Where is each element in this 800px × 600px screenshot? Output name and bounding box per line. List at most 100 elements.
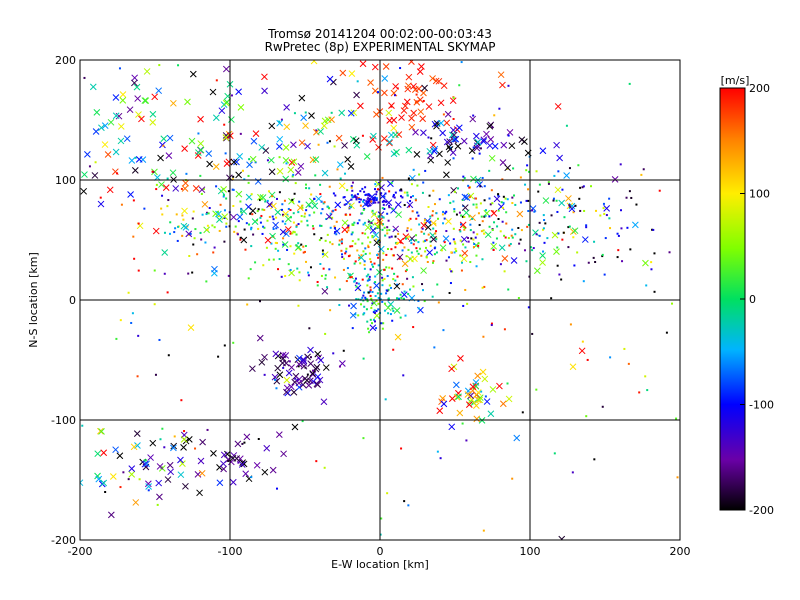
data-point-dot: [497, 209, 500, 212]
data-point-dot: [422, 181, 425, 184]
data-point-dot: [266, 159, 269, 162]
data-point-dot: [302, 245, 305, 248]
data-point-dot: [257, 438, 260, 441]
data-point-dot: [617, 234, 620, 237]
data-point-x: [101, 141, 109, 148]
data-point-dot: [671, 302, 674, 305]
data-point-x: [290, 158, 298, 166]
data-point-x: [470, 175, 477, 183]
data-point-x: [392, 83, 399, 90]
data-point-dot: [361, 200, 364, 203]
data-point-dot: [381, 284, 384, 287]
data-point-dot: [391, 267, 394, 270]
data-point-dot: [374, 281, 377, 284]
data-point-x: [134, 442, 141, 449]
data-point-x: [420, 129, 427, 137]
data-point-dot: [572, 236, 575, 239]
data-point-dot: [380, 322, 383, 325]
data-point-dot: [366, 284, 369, 287]
data-point-x: [91, 172, 99, 179]
data-point-dot: [605, 214, 608, 217]
chart-subtitle: RwPretec (8p) EXPERIMENTAL SKYMAP: [265, 40, 496, 54]
data-point-x: [445, 218, 452, 225]
data-point-x: [282, 359, 290, 367]
data-point-dot: [569, 205, 572, 208]
data-point-dot: [429, 220, 432, 223]
data-point-dot: [281, 203, 284, 206]
data-point-dot: [368, 194, 371, 197]
data-point-dot: [492, 241, 495, 244]
data-point-dot: [382, 203, 385, 206]
data-point-x: [116, 452, 124, 460]
data-point-x: [97, 200, 105, 208]
data-point-dot: [675, 417, 678, 420]
data-point-dot: [199, 231, 202, 234]
data-point-dot: [295, 233, 298, 236]
data-point-dot: [423, 300, 426, 303]
data-point-dot: [431, 210, 434, 213]
data-point-x: [112, 112, 120, 120]
data-point-x: [347, 163, 355, 170]
data-point-dot: [415, 217, 418, 220]
data-point-x: [479, 368, 487, 376]
data-point-x: [369, 227, 377, 234]
data-point-x: [442, 235, 450, 242]
data-point-dot: [154, 373, 157, 376]
data-point-x: [282, 157, 290, 164]
data-point-dot: [335, 233, 338, 236]
data-point-dot: [217, 355, 220, 358]
data-point-dot: [298, 271, 301, 274]
data-point-x: [491, 142, 499, 150]
data-point-dot: [341, 238, 344, 241]
data-point-dot: [338, 304, 341, 307]
data-point-x: [501, 255, 509, 262]
data-point-dot: [350, 233, 353, 236]
data-point-dot: [363, 221, 366, 224]
data-point-x: [261, 87, 268, 95]
data-point-x: [287, 166, 295, 174]
data-point-dot: [215, 79, 218, 82]
data-point-dot: [531, 249, 534, 252]
data-point-dot: [282, 237, 285, 240]
data-point-x: [553, 248, 560, 255]
data-point-dot: [391, 207, 394, 210]
data-point-dot: [553, 174, 556, 177]
data-point-x: [133, 83, 141, 91]
data-point-dot: [411, 210, 414, 213]
data-point-x: [287, 383, 295, 391]
data-point-dot: [507, 288, 510, 291]
data-point-x: [387, 180, 394, 188]
colorbar-tick-label: 0: [749, 293, 756, 306]
data-point-dot: [330, 111, 333, 114]
data-point-dot: [244, 248, 247, 251]
data-point-x: [316, 376, 324, 384]
data-point-dot: [408, 235, 411, 238]
data-point-x: [416, 96, 424, 104]
data-point-x: [151, 93, 159, 101]
data-point-dot: [582, 185, 585, 188]
data-point-x: [197, 140, 205, 147]
data-point-x: [107, 118, 115, 126]
data-point-dot: [364, 296, 367, 299]
data-point-dot: [316, 280, 319, 283]
data-point-x: [218, 107, 226, 115]
data-point-dot: [361, 296, 364, 299]
data-point-dot: [410, 251, 413, 254]
data-point-dot: [459, 239, 462, 242]
data-point-x: [429, 141, 437, 149]
data-point-x: [440, 400, 448, 408]
data-point-dot: [252, 233, 255, 236]
data-point-dot: [513, 194, 516, 197]
data-point-x: [449, 97, 457, 105]
data-point-dot: [409, 200, 412, 203]
data-point-dot: [433, 203, 436, 206]
data-point-dot: [467, 240, 470, 243]
data-point-x: [556, 154, 563, 162]
data-point-x: [135, 111, 142, 118]
data-point-x: [156, 463, 164, 470]
data-point-x: [443, 138, 451, 146]
data-point-x: [393, 282, 401, 290]
data-point-x: [95, 475, 103, 483]
data-point-dot: [370, 297, 373, 300]
